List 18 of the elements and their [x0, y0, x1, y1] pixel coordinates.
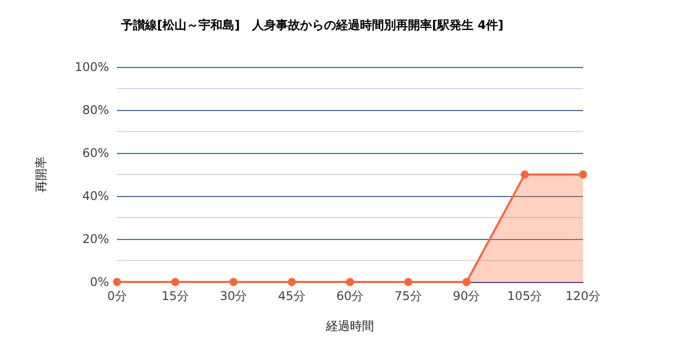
x-tick-label: 45分 [278, 289, 306, 303]
y-tick-label: 40% [82, 189, 109, 203]
x-tick-label: 105分 [507, 289, 542, 303]
y-axis-title: 再開率 [34, 156, 48, 192]
chart-title: 予讃線[松山～宇和島] 人身事故からの経過時間別再開率[駅発生 4件] [120, 18, 504, 32]
x-tick-label: 120分 [566, 289, 600, 303]
x-tick-label: 75分 [394, 289, 422, 303]
y-tick-label: 100% [74, 60, 109, 74]
x-tick-label: 90分 [452, 289, 480, 303]
y-tick-label: 0% [90, 275, 109, 289]
x-tick-label: 0分 [107, 289, 127, 303]
x-tick-label: 15分 [162, 289, 189, 303]
x-tick-label: 30分 [220, 289, 248, 303]
x-tick-label: 60分 [336, 289, 364, 303]
x-axis-title: 経過時間 [325, 319, 374, 333]
y-tick-label: 60% [82, 146, 109, 160]
y-tick-label: 20% [82, 232, 109, 246]
y-tick-label: 80% [82, 103, 109, 117]
